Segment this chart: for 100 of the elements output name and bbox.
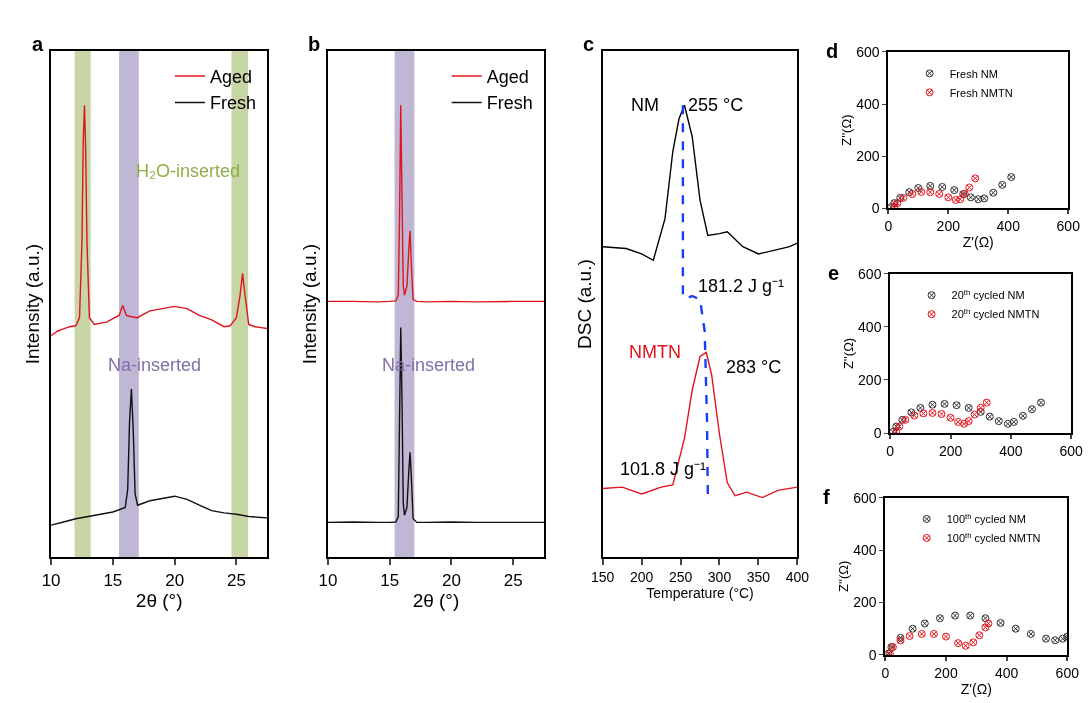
x-tick-label: 150 — [591, 569, 615, 586]
point — [981, 623, 990, 632]
y-tick-label: 200 — [853, 594, 877, 611]
point — [944, 193, 953, 202]
x-tick-label: 200 — [936, 218, 961, 235]
y-tick-label: 200 — [856, 148, 880, 165]
point — [951, 611, 960, 620]
legend-label: Aged — [209, 67, 252, 88]
point — [976, 403, 985, 412]
x-tick-label: 250 — [668, 569, 693, 586]
x-tick-label: 400 — [785, 569, 810, 586]
point — [965, 183, 974, 192]
point — [1011, 624, 1020, 633]
point — [998, 180, 1007, 189]
x-axis-title: Z'(Ω) — [960, 680, 992, 697]
y-axis-title: Intensity (a.u.) — [299, 243, 321, 365]
x-axis-title: 2θ (°) — [135, 589, 183, 611]
legend-label: 100$^{th}$ cycled NMTN — [946, 530, 1041, 545]
x-tick-label: 350 — [746, 569, 771, 586]
annotation: 181.2 J g⁻¹ — [698, 276, 785, 296]
y-axis-title: Intensity (a.u.) — [22, 243, 44, 365]
point — [976, 407, 985, 416]
point — [1003, 419, 1012, 428]
x-tick-label: 400 — [999, 442, 1023, 459]
point — [974, 195, 983, 203]
x-tick-label: 300 — [707, 569, 732, 586]
x-tick-label: 15 — [103, 570, 123, 590]
legend-label: 100$^{th}$ cycled NM — [946, 511, 1026, 526]
x-tick-label: 10 — [41, 570, 61, 590]
chart-title: a — [32, 33, 44, 55]
point — [981, 614, 990, 622]
x-axis-title: Temperature (°C) — [646, 585, 754, 602]
x-tick-label: 200 — [629, 569, 654, 586]
point — [966, 193, 975, 202]
chart-title: b — [308, 33, 321, 55]
x-tick-label: 15 — [380, 570, 400, 590]
y-tick-label: 0 — [873, 425, 882, 441]
annotation: H₂O-inserted — [136, 161, 241, 181]
point — [942, 632, 950, 641]
point — [969, 638, 978, 647]
point — [905, 632, 914, 640]
point — [994, 417, 1003, 425]
point — [917, 629, 926, 638]
y-tick-label: 400 — [856, 96, 880, 112]
point — [961, 641, 970, 650]
chart-title: f — [823, 486, 830, 508]
point — [951, 196, 960, 204]
point — [954, 639, 963, 647]
chart-title: e — [828, 262, 840, 284]
x-tick-label: 20 — [165, 570, 185, 590]
legend-label: Fresh — [209, 93, 256, 114]
legend-label: Fresh NM — [949, 67, 998, 80]
x-tick-label: 400 — [996, 218, 1021, 235]
point — [920, 619, 929, 628]
y-axis-title: Z''(Ω) — [835, 560, 851, 592]
point — [914, 184, 923, 192]
point — [926, 188, 935, 196]
x-tick-label: 20 — [441, 570, 461, 590]
point — [1027, 629, 1035, 638]
point — [946, 413, 955, 422]
legend-label: 20$^{th}$ cycled NM — [951, 287, 1025, 302]
y-tick-label: 600 — [856, 43, 880, 60]
point — [919, 409, 928, 418]
point — [908, 624, 917, 633]
point — [950, 186, 959, 194]
point — [1019, 411, 1027, 420]
point — [916, 403, 925, 412]
point — [966, 611, 975, 620]
point — [928, 408, 937, 417]
point — [926, 181, 935, 190]
x-tick-label: 10 — [318, 570, 338, 590]
point — [964, 403, 973, 412]
point — [980, 194, 989, 203]
x-tick-label: 600 — [1059, 442, 1084, 459]
point — [917, 187, 926, 196]
legend-label: Aged — [486, 67, 529, 88]
y-tick-label: 400 — [858, 318, 882, 335]
x-tick-label: 200 — [938, 442, 963, 459]
point — [956, 195, 965, 203]
point — [975, 631, 984, 639]
point — [952, 401, 961, 409]
y-tick-label: 0 — [871, 200, 880, 217]
x-tick-label: 600 — [1055, 664, 1080, 681]
x-axis-title: Z'(Ω) — [962, 233, 994, 250]
x-axis-title: 2θ (°) — [412, 589, 460, 611]
point — [985, 412, 994, 421]
point — [1042, 634, 1051, 643]
y-tick-label: 400 — [853, 541, 877, 558]
y-tick-label: 200 — [858, 371, 882, 388]
point — [928, 400, 937, 409]
point — [936, 614, 944, 622]
chart-title: d — [826, 40, 839, 62]
x-tick-label: 25 — [503, 570, 523, 590]
point — [996, 618, 1005, 627]
x-tick-label: 400 — [994, 664, 1019, 681]
y-axis-title: Z''(Ω) — [838, 114, 854, 146]
point — [984, 619, 993, 628]
legend-label: 20$^{th}$ cycled NMTN — [951, 306, 1040, 321]
series-label: NM — [631, 95, 659, 115]
point — [1037, 398, 1046, 407]
